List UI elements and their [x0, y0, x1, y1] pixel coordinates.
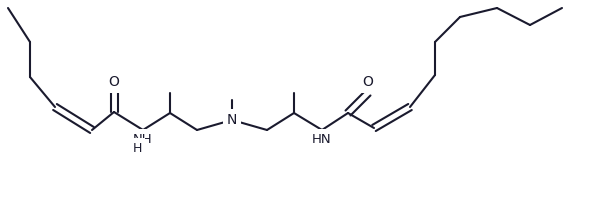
- Text: O: O: [362, 75, 374, 89]
- Text: N: N: [227, 113, 237, 127]
- Text: NH: NH: [133, 133, 153, 146]
- Text: O: O: [109, 75, 119, 89]
- Text: H: H: [132, 142, 142, 155]
- Text: HN: HN: [312, 133, 332, 146]
